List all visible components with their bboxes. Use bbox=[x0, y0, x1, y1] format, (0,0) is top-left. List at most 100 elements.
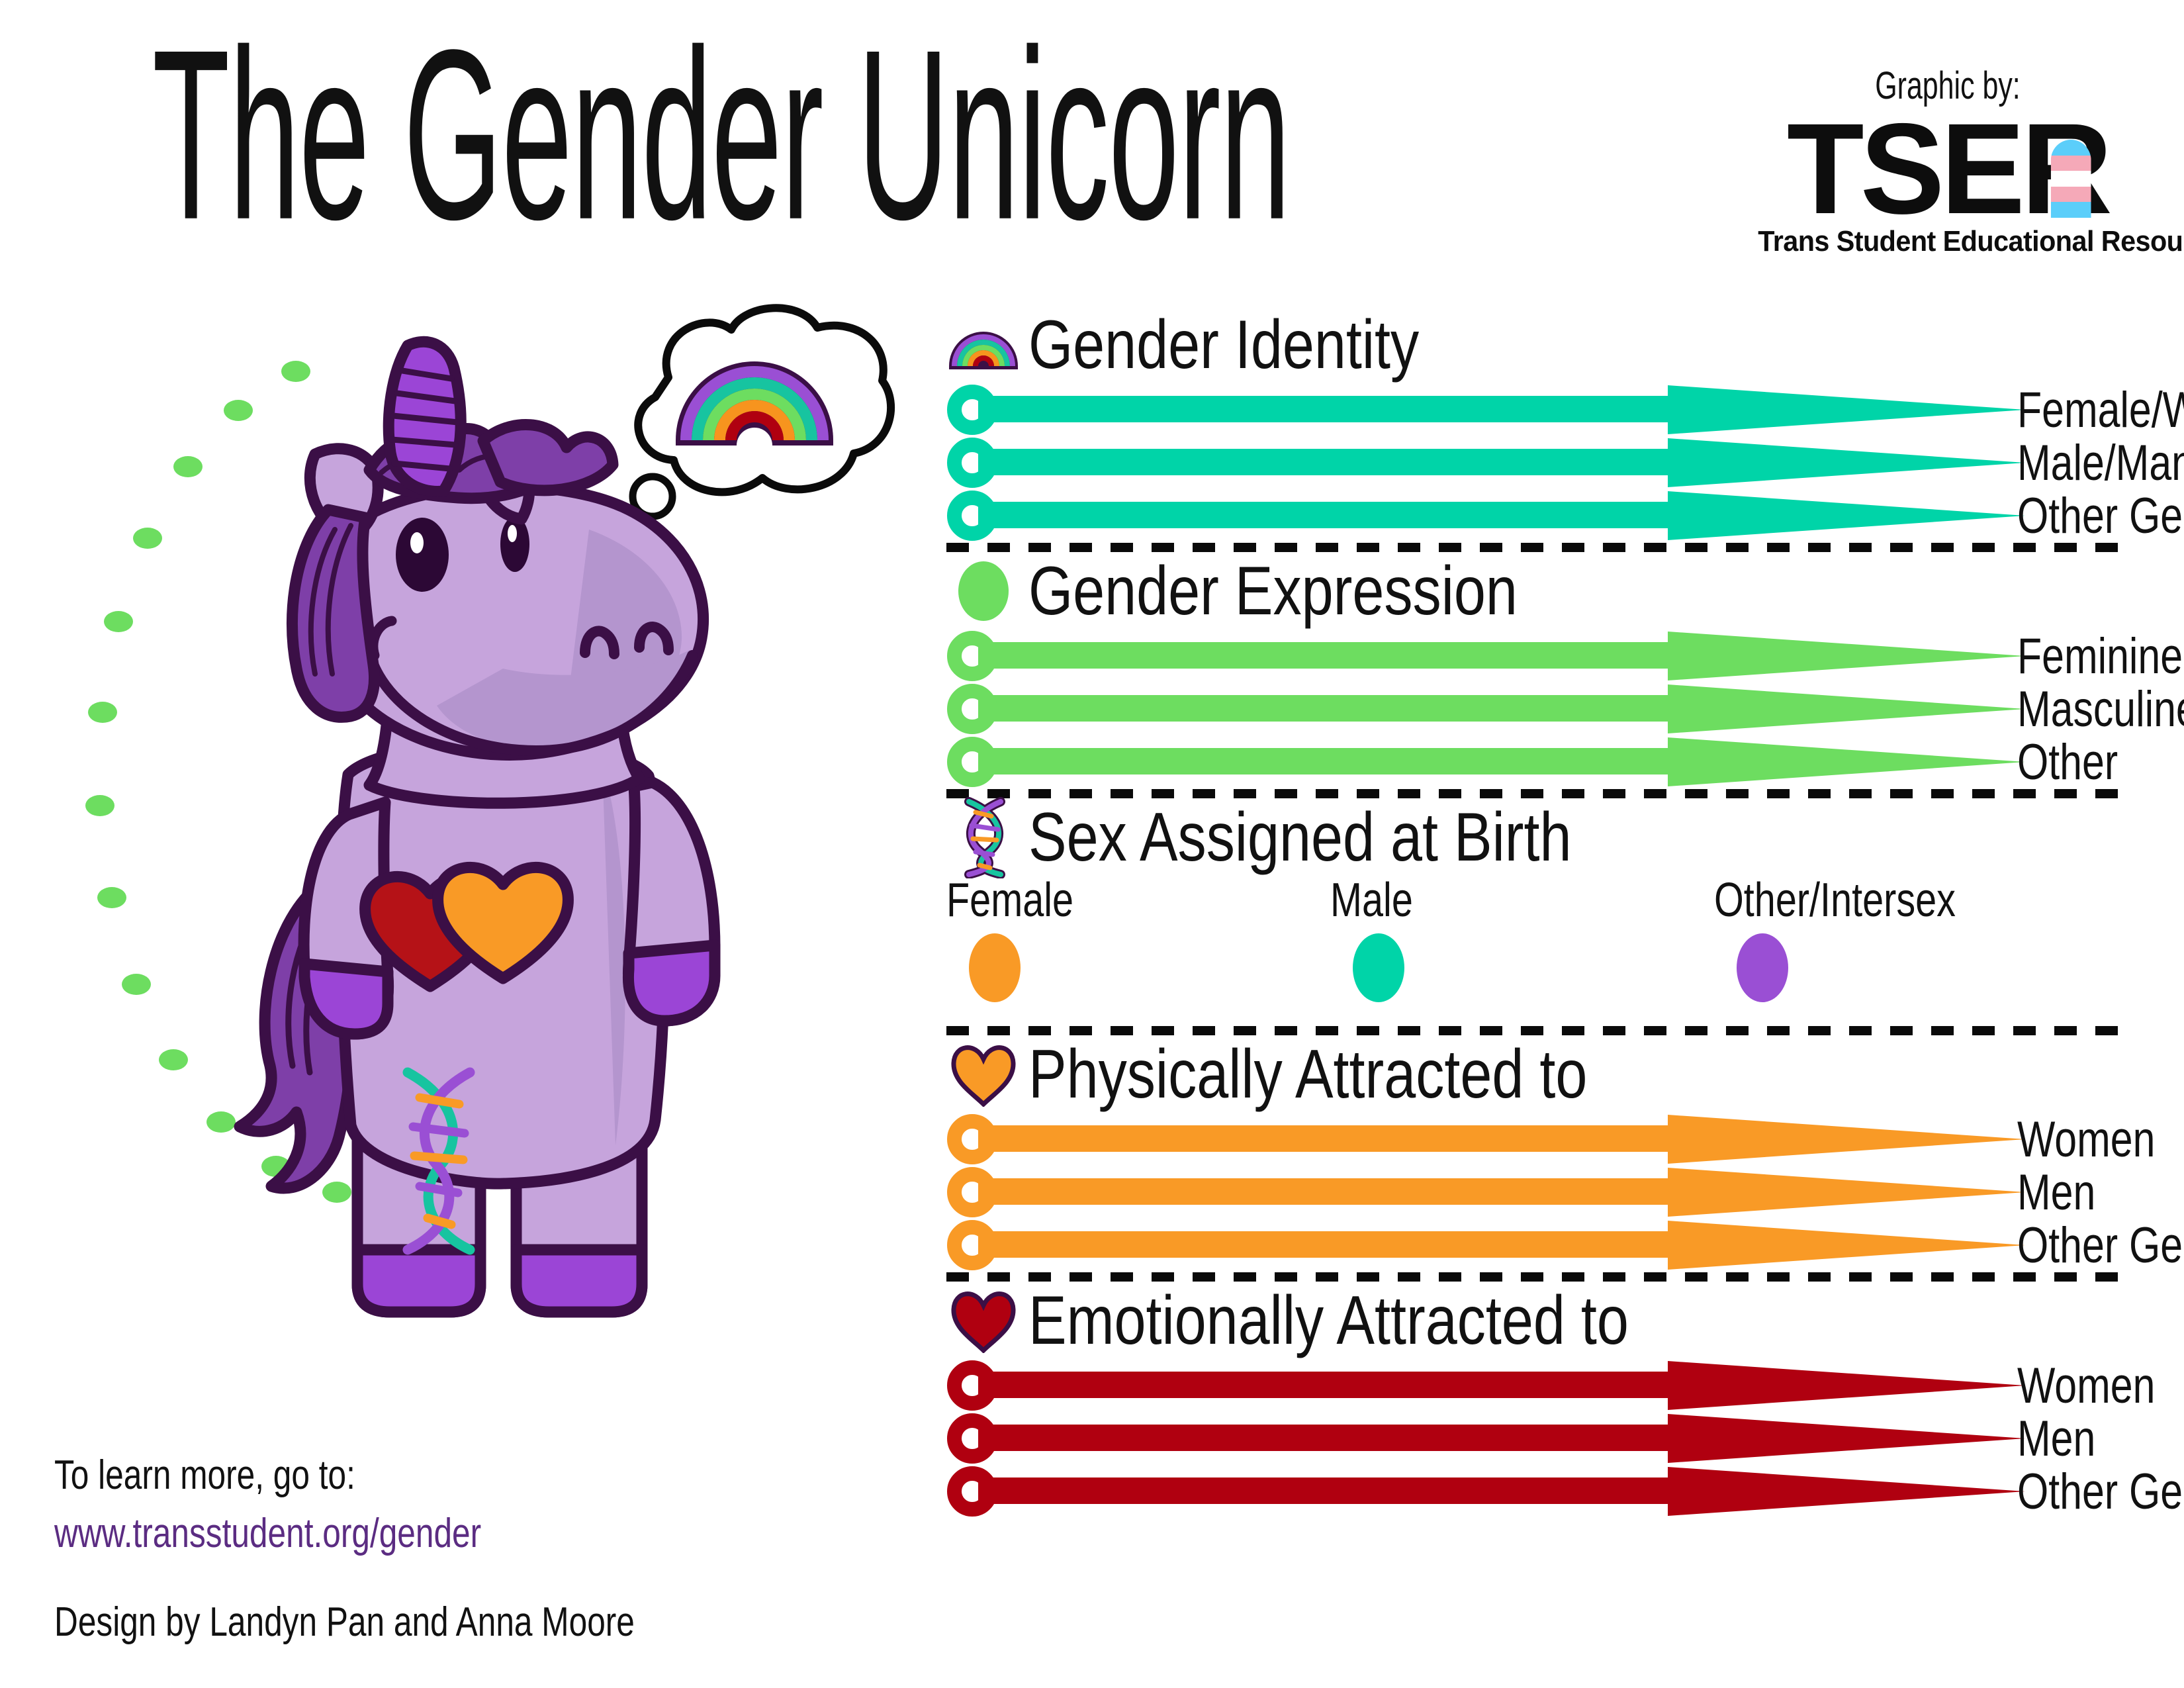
spectrum-arrow bbox=[947, 737, 2025, 787]
arrow-wrap bbox=[946, 437, 2032, 492]
learn-more-label: To learn more, go to: bbox=[54, 1452, 355, 1498]
graphic-by-label: Graphic by: bbox=[1875, 64, 2021, 107]
dna-icon bbox=[964, 797, 1005, 878]
sections-column: Gender IdentityFemale/Woman/GirlMale/Man… bbox=[946, 306, 2184, 1521]
arc-dot bbox=[104, 610, 134, 632]
rainbow-icon bbox=[949, 332, 1018, 369]
sex-assigned-at-birth-header: Sex Assigned at Birth bbox=[946, 796, 2131, 878]
arrow-wrap bbox=[946, 1466, 2032, 1521]
arrow-wrap bbox=[946, 1413, 2032, 1468]
spectrum-arrow bbox=[947, 1114, 2025, 1164]
red-heart-icon bbox=[946, 1288, 1021, 1353]
spectrum-arrow bbox=[947, 1167, 2025, 1217]
sab-dot[interactable] bbox=[1353, 933, 1404, 1002]
spectrum-arrow bbox=[947, 684, 2025, 734]
arc-dot bbox=[133, 528, 163, 549]
sab-label: Male bbox=[1330, 874, 1413, 927]
gender-identity-rows: Female/Woman/GirlMale/Man/BoyOther Gende… bbox=[946, 384, 2184, 543]
spectrum-row-label: Feminine bbox=[2017, 628, 2183, 684]
tser-logo: Graphic by: TSER Trans Student Education… bbox=[1746, 64, 2184, 258]
spectrum-row[interactable]: Other Gender(s) bbox=[946, 1219, 2184, 1272]
arrow-wrap bbox=[946, 1113, 2032, 1168]
spectrum-row[interactable]: Women bbox=[946, 1113, 2155, 1168]
spectrum-row[interactable]: Masculine bbox=[946, 683, 2184, 738]
design-credit: Design by Landyn Pan and Anna Moore bbox=[54, 1599, 635, 1645]
spectrum-row-label: Men bbox=[2017, 1411, 2096, 1467]
gender-expression-header: Gender Expression bbox=[946, 552, 2131, 630]
section-sex-assigned-at-birth: Sex Assigned at Birth Female Male Other/Int… bbox=[946, 796, 2131, 1026]
spectrum-arrow bbox=[947, 1466, 2025, 1517]
spectrum-arrow bbox=[947, 491, 2025, 541]
arc-dot bbox=[85, 795, 115, 817]
spectrum-arrow bbox=[947, 438, 2025, 488]
dna-icon bbox=[946, 796, 1021, 878]
arc-dot bbox=[97, 887, 126, 909]
emotionally-attracted-to-title: Emotionally Attracted to bbox=[1028, 1282, 1629, 1359]
unicorn-figure bbox=[234, 336, 721, 1318]
trans-flag-icon bbox=[2050, 140, 2091, 218]
arrow-wrap bbox=[946, 1166, 2032, 1221]
spectrum-row-label: Other Gender(s) bbox=[2017, 1217, 2184, 1274]
sab-label-row: Female Male Other/Intersex bbox=[946, 876, 2131, 933]
section-gender-expression: Gender Expression Feminine Masculine Other bbox=[946, 552, 2184, 789]
spectrum-arrow bbox=[947, 385, 2025, 435]
arc-dot bbox=[322, 1182, 351, 1203]
heart-badge bbox=[359, 862, 574, 992]
section-divider bbox=[946, 1272, 2131, 1282]
spectrum-arrow bbox=[947, 1360, 2025, 1411]
spectrum-arrow bbox=[947, 1220, 2025, 1270]
gender-expression-title: Gender Expression bbox=[1028, 553, 1518, 630]
arrow-wrap bbox=[946, 683, 2032, 738]
arc-dot bbox=[87, 701, 117, 723]
physically-attracted-to-header: Physically Attracted to bbox=[946, 1035, 2131, 1113]
page-title: The Gender Unicorn bbox=[152, 0, 1291, 270]
sab-label: Female bbox=[946, 874, 1074, 927]
spectrum-row[interactable]: Female/Woman/Girl bbox=[946, 384, 2184, 439]
sab-dot[interactable] bbox=[1737, 933, 1788, 1002]
arc-dot bbox=[224, 399, 253, 421]
gender-identity-header: Gender Identity bbox=[946, 306, 2131, 384]
website-url[interactable]: www.transstudent.org/gender bbox=[54, 1511, 482, 1557]
footer-block: To learn more, go to: www.transstudent.o… bbox=[54, 1446, 815, 1563]
arrow-wrap bbox=[946, 630, 2032, 685]
orange-heart-icon bbox=[946, 1042, 1021, 1107]
spectrum-row[interactable]: Male/Man/Boy bbox=[946, 437, 2184, 492]
emotionally-attracted-to-header: Emotionally Attracted to bbox=[946, 1282, 2131, 1360]
spectrum-row[interactable]: Other Gender(s) bbox=[946, 1466, 2184, 1521]
tser-wordmark: TSER bbox=[1750, 105, 2146, 234]
spectrum-row[interactable]: Women bbox=[946, 1360, 2155, 1415]
spectrum-row-label: Male/Man/Boy bbox=[2017, 435, 2184, 491]
sab-label: Other/Intersex bbox=[1714, 874, 1956, 927]
section-divider bbox=[946, 789, 2131, 798]
arc-dot bbox=[173, 456, 203, 478]
spectrum-row-label: Other Gender(s) bbox=[2017, 1464, 2184, 1520]
section-gender-identity: Gender IdentityFemale/Woman/GirlMale/Man… bbox=[946, 306, 2184, 543]
rainbow-icon bbox=[676, 361, 833, 445]
spectrum-row[interactable]: Men bbox=[946, 1166, 2131, 1219]
unicorn-illustration bbox=[40, 285, 895, 1397]
green-circle-icon bbox=[946, 561, 1021, 621]
spectrum-row-label: Women bbox=[2017, 1358, 2156, 1414]
spectrum-row-label: Female/Woman/Girl bbox=[2017, 382, 2184, 438]
gender-identity-title: Gender Identity bbox=[1028, 306, 1420, 383]
spectrum-row[interactable]: Men bbox=[946, 1413, 2131, 1466]
physically-attracted-to-title: Physically Attracted to bbox=[1028, 1036, 1588, 1113]
rainbow-icon bbox=[946, 320, 1021, 370]
red-heart-icon bbox=[951, 1291, 1016, 1353]
spectrum-row[interactable]: Other bbox=[946, 736, 2131, 789]
dna-badge bbox=[402, 1067, 475, 1255]
spectrum-row[interactable]: Feminine bbox=[946, 630, 2183, 685]
sab-dot[interactable] bbox=[969, 933, 1021, 1002]
arc-dot bbox=[159, 1049, 189, 1071]
tser-tagline: Trans Student Educational Resources bbox=[1758, 225, 2184, 258]
spectrum-row[interactable]: Other Gender(s) bbox=[946, 490, 2184, 543]
arrow-wrap bbox=[946, 1360, 2032, 1415]
sab-dot-row bbox=[946, 933, 2131, 1026]
spectrum-row-label: Men bbox=[2017, 1164, 2096, 1221]
section-emotionally-attracted-to: Emotionally Attracted to Women Men Other Ge… bbox=[946, 1282, 2184, 1521]
arc-dot bbox=[122, 973, 152, 995]
arrow-wrap bbox=[946, 384, 2032, 439]
section-divider bbox=[946, 1026, 2131, 1035]
